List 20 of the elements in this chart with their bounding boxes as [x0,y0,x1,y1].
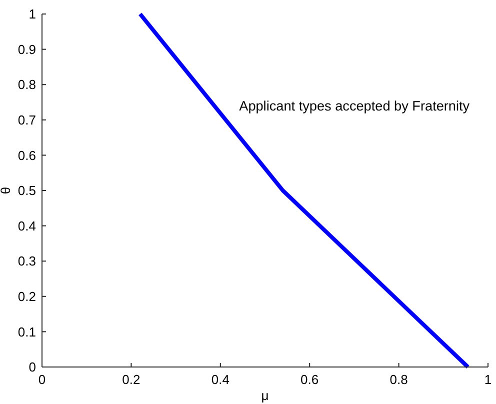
x-tick-label: 0 [38,372,46,387]
y-tick-label: 0.9 [18,42,36,57]
y-axis-title: θ [0,186,13,194]
annotation: Applicant types accepted by Fraternity [239,98,470,114]
y-tick-label: 0 [28,360,36,375]
x-tick-label: 0.6 [300,372,319,387]
y-tick-label: 0.7 [18,112,36,128]
y-tick-label: 0.8 [18,77,36,92]
y-tick-label: 1 [28,6,36,22]
x-axis-title: μ [261,388,269,403]
y-tick-label: 0.2 [18,288,36,304]
y-tick-label: 0.4 [18,218,36,234]
y-tick-label: 0.3 [18,254,36,269]
y-tick-label: 0.1 [18,324,36,340]
x-tick-label: 0.2 [122,372,140,387]
y-tick-label: 0.6 [18,148,36,163]
x-tick-label: 0.8 [390,372,408,387]
x-tick-label: 1 [484,372,492,387]
x-tick-label: 0.4 [211,372,230,387]
y-tick-label: 0.5 [18,183,36,198]
